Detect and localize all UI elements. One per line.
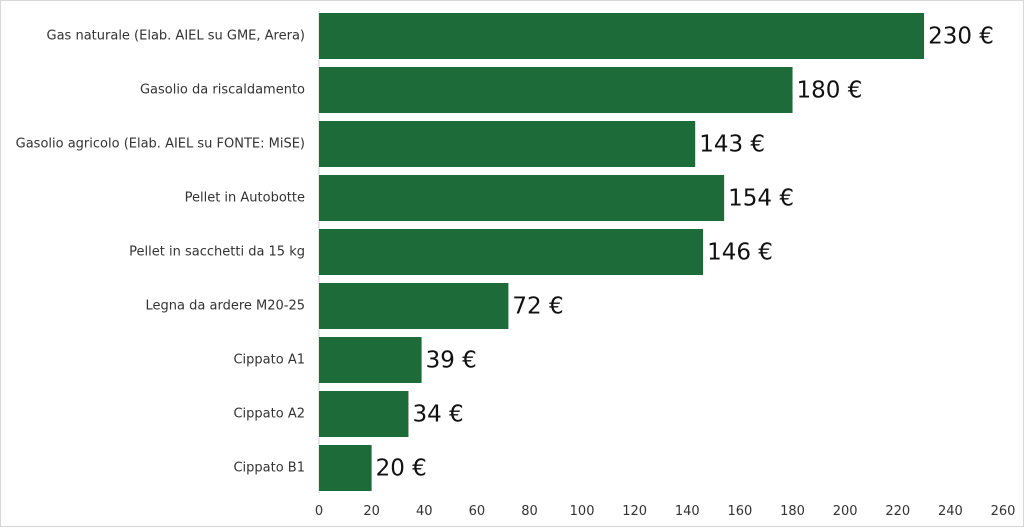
x-tick-label: 80 xyxy=(521,504,538,519)
x-tick-label: 200 xyxy=(833,504,858,519)
x-tick-label: 0 xyxy=(315,504,323,519)
data-label: 230 € xyxy=(928,24,994,50)
data-label: 154 € xyxy=(728,186,794,212)
category-label: Cippato A2 xyxy=(233,407,305,422)
x-tick-label: 160 xyxy=(728,504,753,519)
x-tick-label: 180 xyxy=(780,504,805,519)
data-label: 143 € xyxy=(699,132,765,158)
x-tick-label: 140 xyxy=(675,504,700,519)
bars-group xyxy=(319,13,925,491)
data-labels-group: 230 € 180 € 143 € 154 € 146 € 72 € 39 € 34 € 20 … xyxy=(376,24,994,482)
bar xyxy=(319,337,422,383)
bar xyxy=(319,283,509,329)
x-tick-label: 60 xyxy=(469,504,486,519)
category-label: Pellet in sacchetti da 15 kg xyxy=(129,245,305,260)
x-tick-label: 40 xyxy=(416,504,433,519)
data-label: 20 € xyxy=(376,456,427,482)
data-label: 34 € xyxy=(412,402,463,428)
category-label: Gasolio agricolo (Elab. AIEL su FONTE: M… xyxy=(16,137,305,152)
category-label: Gasolio da riscaldamento xyxy=(140,83,305,98)
x-tick-label: 20 xyxy=(363,504,380,519)
bar xyxy=(319,445,372,491)
x-tick-label: 240 xyxy=(938,504,963,519)
category-label: Pellet in Autobotte xyxy=(185,191,305,206)
data-label: 180 € xyxy=(797,78,863,104)
bar xyxy=(319,229,704,275)
data-label: 146 € xyxy=(707,240,773,266)
x-tick-label: 220 xyxy=(885,504,910,519)
category-label: Cippato B1 xyxy=(233,461,305,476)
x-tick-label: 260 xyxy=(991,504,1016,519)
category-labels-group: Gas naturale (Elab. AIEL su GME, Arera) G… xyxy=(16,29,305,476)
bar xyxy=(319,175,725,221)
x-tick-labels-group: 0 20 40 60 80 100 120 140 160 180 200 220 240 260 xyxy=(315,504,1016,519)
data-label: 72 € xyxy=(512,294,563,320)
bar xyxy=(319,67,793,113)
bar xyxy=(319,13,925,59)
category-label: Cippato A1 xyxy=(233,353,305,368)
category-label: Gas naturale (Elab. AIEL su GME, Arera) xyxy=(47,29,305,44)
bar xyxy=(319,121,696,167)
category-label: Legna da ardere M20-25 xyxy=(146,299,305,314)
x-tick-label: 100 xyxy=(570,504,595,519)
bar xyxy=(319,391,409,437)
data-label: 39 € xyxy=(426,348,477,374)
x-tick-label: 120 xyxy=(622,504,647,519)
